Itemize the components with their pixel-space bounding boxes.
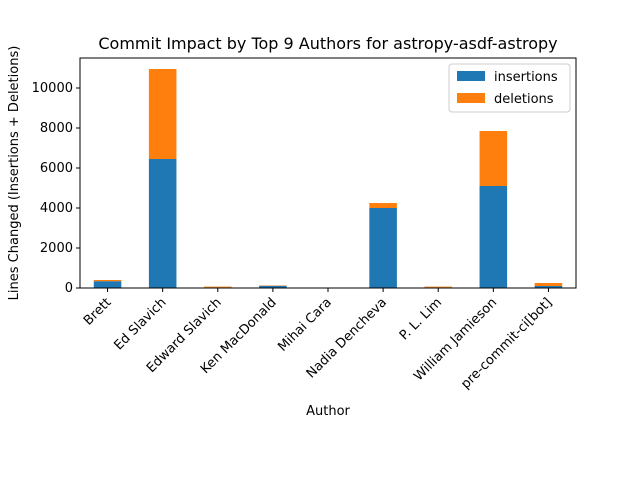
bar-deletions-2 [204,287,232,288]
bar-insertions-1 [149,159,177,288]
bar-deletions-8 [535,283,563,286]
y-tick-label-4: 8000 [40,121,73,136]
bar-insertions-0 [94,281,122,288]
legend-label-deletions: deletions [494,92,554,107]
y-axis-label: Lines Changed (Insertions + Deletions) [7,46,22,301]
x-tick-label-6: P. L. Lim [397,295,445,343]
bar-deletions-5 [369,203,397,208]
bar-insertions-7 [480,186,508,288]
legend: insertions deletions [449,64,570,112]
x-axis-label: Author [306,404,350,419]
x-tick-label-8: pre-commit-ci[bot] [458,295,555,392]
legend-label-insertions: insertions [494,70,558,85]
bar-deletions-6 [424,287,452,288]
y-tick-label-1: 2000 [40,241,73,256]
bar-deletions-7 [480,131,508,186]
legend-swatch-deletions [457,93,485,103]
y-tick-label-3: 6000 [40,161,73,176]
y-tick-label-0: 0 [65,281,73,296]
bar-insertions-5 [369,208,397,288]
x-tick-label-0: Brett [81,295,114,328]
x-tick-label-4: Mihai Cara [275,295,334,354]
y-tick-label-5: 10000 [32,81,73,96]
x-tick-label-1: Ed Slavich [111,295,169,353]
y-tick-label-2: 4000 [40,201,73,216]
legend-swatch-insertions [457,71,485,81]
bar-deletions-1 [149,69,177,159]
bar-deletions-0 [94,280,122,281]
y-axis: 0 2000 4000 6000 8000 10000 [32,81,80,296]
chart-title: Commit Impact by Top 9 Authors for astro… [98,34,557,53]
